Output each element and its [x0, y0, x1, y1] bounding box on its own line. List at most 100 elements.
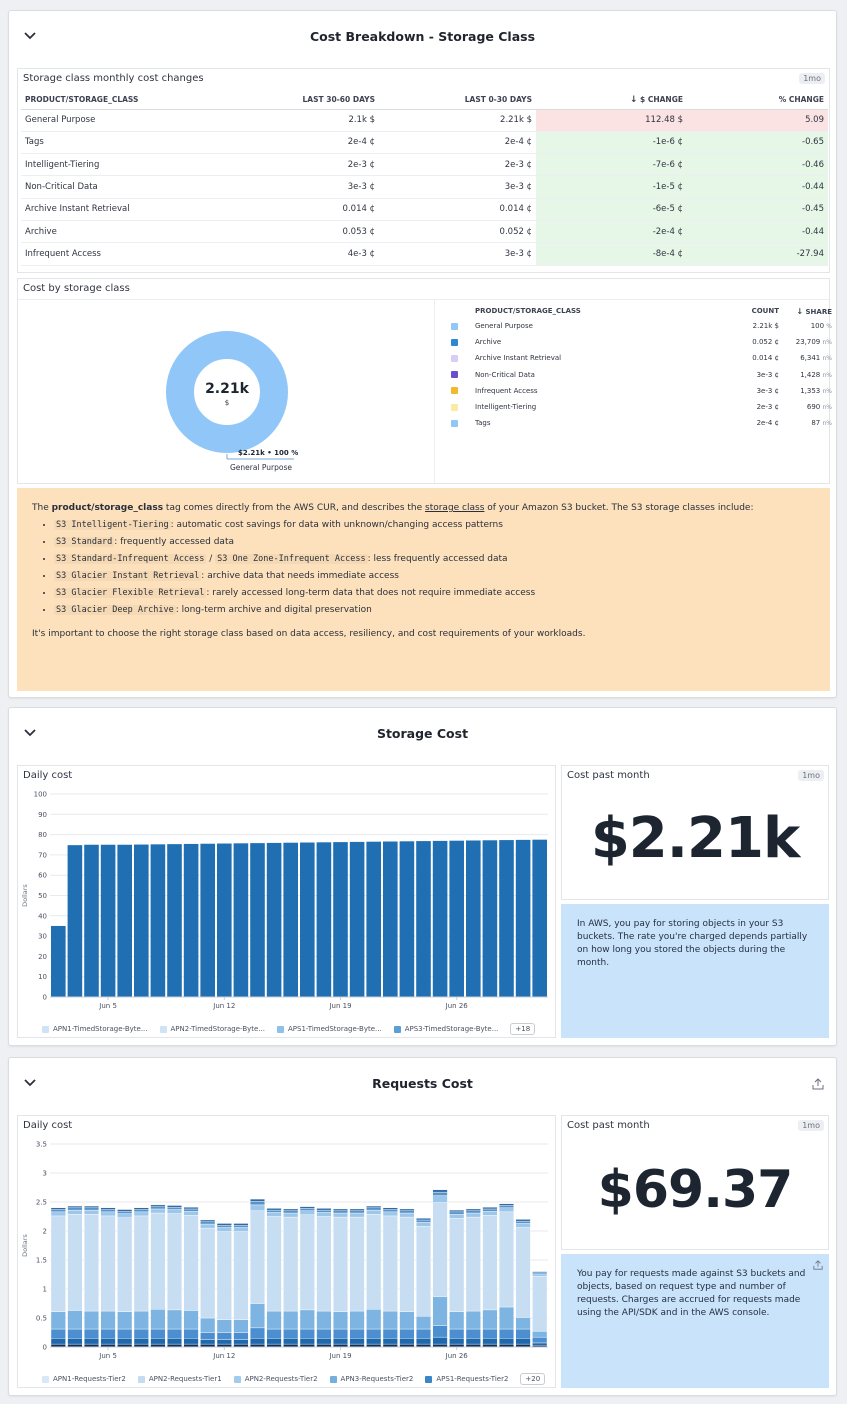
table-row[interactable]: Infrequent Access 4e-3 ¢ 3e-3 ¢ -8e-4 ¢ -27.…	[21, 242, 828, 266]
collapse-chevron-icon[interactable]	[23, 31, 37, 41]
bar-segment	[366, 1209, 382, 1215]
legend-row[interactable]: Archive Instant Retrieval 0.014 ¢ 6,341 n%	[449, 350, 834, 366]
collapse-chevron-icon[interactable]	[23, 728, 37, 738]
col-header-dollar-change[interactable]: ↓ $ CHANGE	[536, 91, 687, 110]
collapse-chevron-icon[interactable]	[23, 1078, 37, 1088]
bar-segment	[382, 1207, 398, 1210]
bar-segment	[416, 1328, 432, 1339]
bar-segment	[83, 1207, 99, 1211]
bar	[200, 843, 215, 997]
bar-segment	[316, 1208, 332, 1211]
legend-swatch	[451, 338, 458, 346]
bar-segment	[233, 1231, 249, 1320]
bar-segment	[482, 1211, 498, 1216]
legend-row[interactable]: General Purpose 2.21k $ 100 %	[449, 318, 834, 334]
bar-segment	[299, 1328, 315, 1339]
col-header-last-30-60[interactable]: LAST 30-60 DAYS	[201, 91, 379, 110]
legend-row[interactable]: Intelligent-Tiering 2e-3 ¢ 690 n%	[449, 399, 834, 415]
bar	[499, 840, 514, 997]
legend-item[interactable]: APN3-Requests-Tier2	[329, 1375, 413, 1383]
cell-storage-class: Infrequent Access	[21, 242, 201, 266]
bar-segment	[465, 1208, 481, 1211]
table-row[interactable]: Archive 0.053 ¢ 0.052 ¢ -2e-4 ¢ -0.44	[21, 220, 828, 244]
bar-segment	[266, 1216, 282, 1312]
col-header-last-0-30[interactable]: LAST 0-30 DAYS	[379, 91, 536, 110]
storage-class-link[interactable]: storage class	[425, 503, 485, 513]
requests-daily-cost-chart[interactable]: 0 0.5 1 1.5 2 2.5 3 3.5 Dollars Jun 5 Jun 12 Jun 19…	[18, 1134, 557, 1379]
bar-segment	[67, 1310, 83, 1330]
donut-chart[interactable]: 2.21k $ $2.21k • 100 % General Purpose	[18, 300, 434, 484]
legend-item[interactable]: APN2-Requests-Tier2	[233, 1375, 318, 1383]
legend-item[interactable]: APS3-TimedStorage-Byte...	[393, 1025, 498, 1033]
bar-segment	[50, 1311, 66, 1330]
table-row[interactable]: Tags 2e-4 ¢ 2e-4 ¢ -1e-6 ¢ -0.65	[21, 131, 828, 155]
bar-segment	[83, 1328, 99, 1339]
legend-row[interactable]: Archive 0.052 ¢ 23,709 n%	[449, 334, 834, 350]
bar-segment	[532, 1336, 548, 1344]
table-row[interactable]: General Purpose 2.1k $2.21k $112.48 $5.09	[21, 109, 828, 132]
legend-col-share[interactable]: ↓ SHARE	[781, 304, 834, 318]
legend-item[interactable]: APS1-Requests-Tier2	[425, 1375, 508, 1383]
bar	[217, 843, 232, 997]
legend-table: PRODUCT/STORAGE_CLASS COUNT ↓ SHARE Gene…	[449, 304, 834, 431]
bar-segment	[249, 1338, 265, 1345]
time-range-badge[interactable]: 1mo	[799, 73, 825, 84]
bar-segment	[283, 1338, 299, 1345]
table-row[interactable]: Archive Instant Retrieval 0.014 ¢ 0.014 ¢ -…	[21, 198, 828, 221]
callout-label: General Purpose	[230, 463, 292, 472]
col-header-storage-class[interactable]: PRODUCT/STORAGE_CLASS	[21, 91, 201, 110]
legend-row[interactable]: Non-Critical Data 3e-3 ¢ 1,428 n%	[449, 367, 834, 383]
bar-segment	[150, 1309, 166, 1330]
time-range-badge[interactable]: 1mo	[798, 1120, 824, 1131]
time-range-badge[interactable]: 1mo	[798, 770, 824, 781]
cell-last-0-30: 0.014 ¢	[379, 198, 536, 221]
y-tick-label: 0	[43, 994, 47, 1002]
x-tick-label: Jun 12	[212, 1352, 235, 1360]
cell-pct-change: -0.44	[687, 175, 828, 199]
bar-segment	[299, 1210, 315, 1215]
legend-name: Intelligent-Tiering	[475, 403, 537, 412]
legend-more-button[interactable]: +18	[510, 1023, 536, 1035]
widget-title: Cost by storage class	[23, 283, 130, 294]
export-icon[interactable]	[813, 1260, 823, 1270]
y-tick-label: 90	[38, 811, 47, 819]
col-header-pct-change[interactable]: % CHANGE	[687, 91, 828, 110]
bar-segment	[299, 1309, 315, 1330]
legend-item[interactable]: APN2-Requests-Tier1	[137, 1375, 222, 1383]
storage-class-list-item: S3 Glacier Flexible Retrieval: rarely ac…	[54, 585, 815, 602]
storage-class-list-item: S3 Standard: frequently accessed data	[54, 534, 815, 551]
donut-slice-general-purpose[interactable]	[166, 331, 288, 453]
legend-more-button[interactable]: +20	[520, 1373, 546, 1385]
legend-item[interactable]: APN2-TimedStorage-Byte...	[159, 1025, 265, 1033]
legend-item[interactable]: APS1-TimedStorage-Byte...	[277, 1025, 382, 1033]
bar-segment	[166, 1209, 182, 1214]
bar-segment	[100, 1207, 116, 1210]
legend-col-storage-class[interactable]: PRODUCT/STORAGE_CLASS	[475, 307, 581, 315]
bar-segment	[449, 1328, 465, 1339]
bar-segment	[67, 1205, 83, 1208]
y-axis-label: Dollars	[21, 1234, 29, 1257]
y-axis-label: Dollars	[21, 884, 29, 907]
legend-item[interactable]: APN1-TimedStorage-Byte...	[42, 1025, 148, 1033]
table-row[interactable]: Intelligent-Tiering 2e-3 ¢ 2e-3 ¢ -7e-6 ¢ -0…	[21, 153, 828, 177]
requests-cost-group: Requests Cost Daily cost 0 0.5 1 1.5 2 2.5 3 3.…	[8, 1057, 837, 1396]
legend-row[interactable]: Infrequent Access 3e-3 ¢ 1,353 n%	[449, 383, 834, 399]
y-tick-label: 20	[38, 953, 47, 961]
bar-segment	[83, 1213, 99, 1312]
note-intro: The product/storage_class tag comes dire…	[32, 503, 754, 513]
legend-col-count[interactable]: COUNT	[751, 307, 779, 315]
legend-item[interactable]: APN1-Requests-Tier2	[42, 1375, 126, 1383]
cell-last-0-30: 2.21k $	[379, 109, 536, 132]
table-row[interactable]: Non-Critical Data 3e-3 ¢ 3e-3 ¢ -1e-5 ¢ -0.4…	[21, 175, 828, 199]
x-tick-label: Jun 12	[212, 1002, 235, 1010]
y-tick-label: 30	[38, 933, 47, 941]
storage-daily-cost-chart[interactable]: 0 10 20 30 40 50 60 70 80 90 100 Dollars Jun 5 Jun 12…	[18, 784, 557, 1029]
legend-panel: PRODUCT/STORAGE_CLASS COUNT ↓ SHARE Gene…	[434, 299, 832, 483]
export-icon[interactable]	[812, 1078, 824, 1090]
bar-segment	[465, 1210, 481, 1214]
bar-segment	[316, 1310, 332, 1330]
legend-name: Non-Critical Data	[475, 370, 535, 379]
storage-daily-cost-widget: Daily cost 0 10 20 30 40 50 60 70 80 90 100 Dollars…	[17, 765, 556, 1038]
legend-row[interactable]: Tags 2e-4 ¢ 87 n%	[449, 415, 834, 431]
bar-segment	[465, 1212, 481, 1218]
